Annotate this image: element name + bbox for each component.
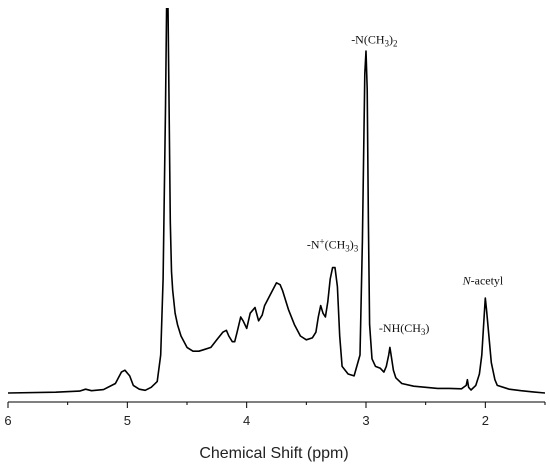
peak-annotation-0: -N(CH3)2 (351, 32, 397, 48)
peak-annotation-3: N-acetyl (462, 274, 504, 288)
x-tick-label-6: 6 (4, 413, 11, 428)
peak-annotation-2: -NH(CH3) (379, 321, 430, 337)
x-tick-label-3: 3 (362, 413, 369, 428)
x-tick-label-2: 2 (482, 413, 489, 428)
x-axis-title: Chemical Shift (ppm) (199, 445, 348, 462)
x-tick-label-4: 4 (243, 413, 250, 428)
x-tick-label-5: 5 (124, 413, 131, 428)
spectrum-line-0 (8, 8, 545, 394)
peak-annotation-1: -N+(CH3)3 (307, 237, 359, 254)
